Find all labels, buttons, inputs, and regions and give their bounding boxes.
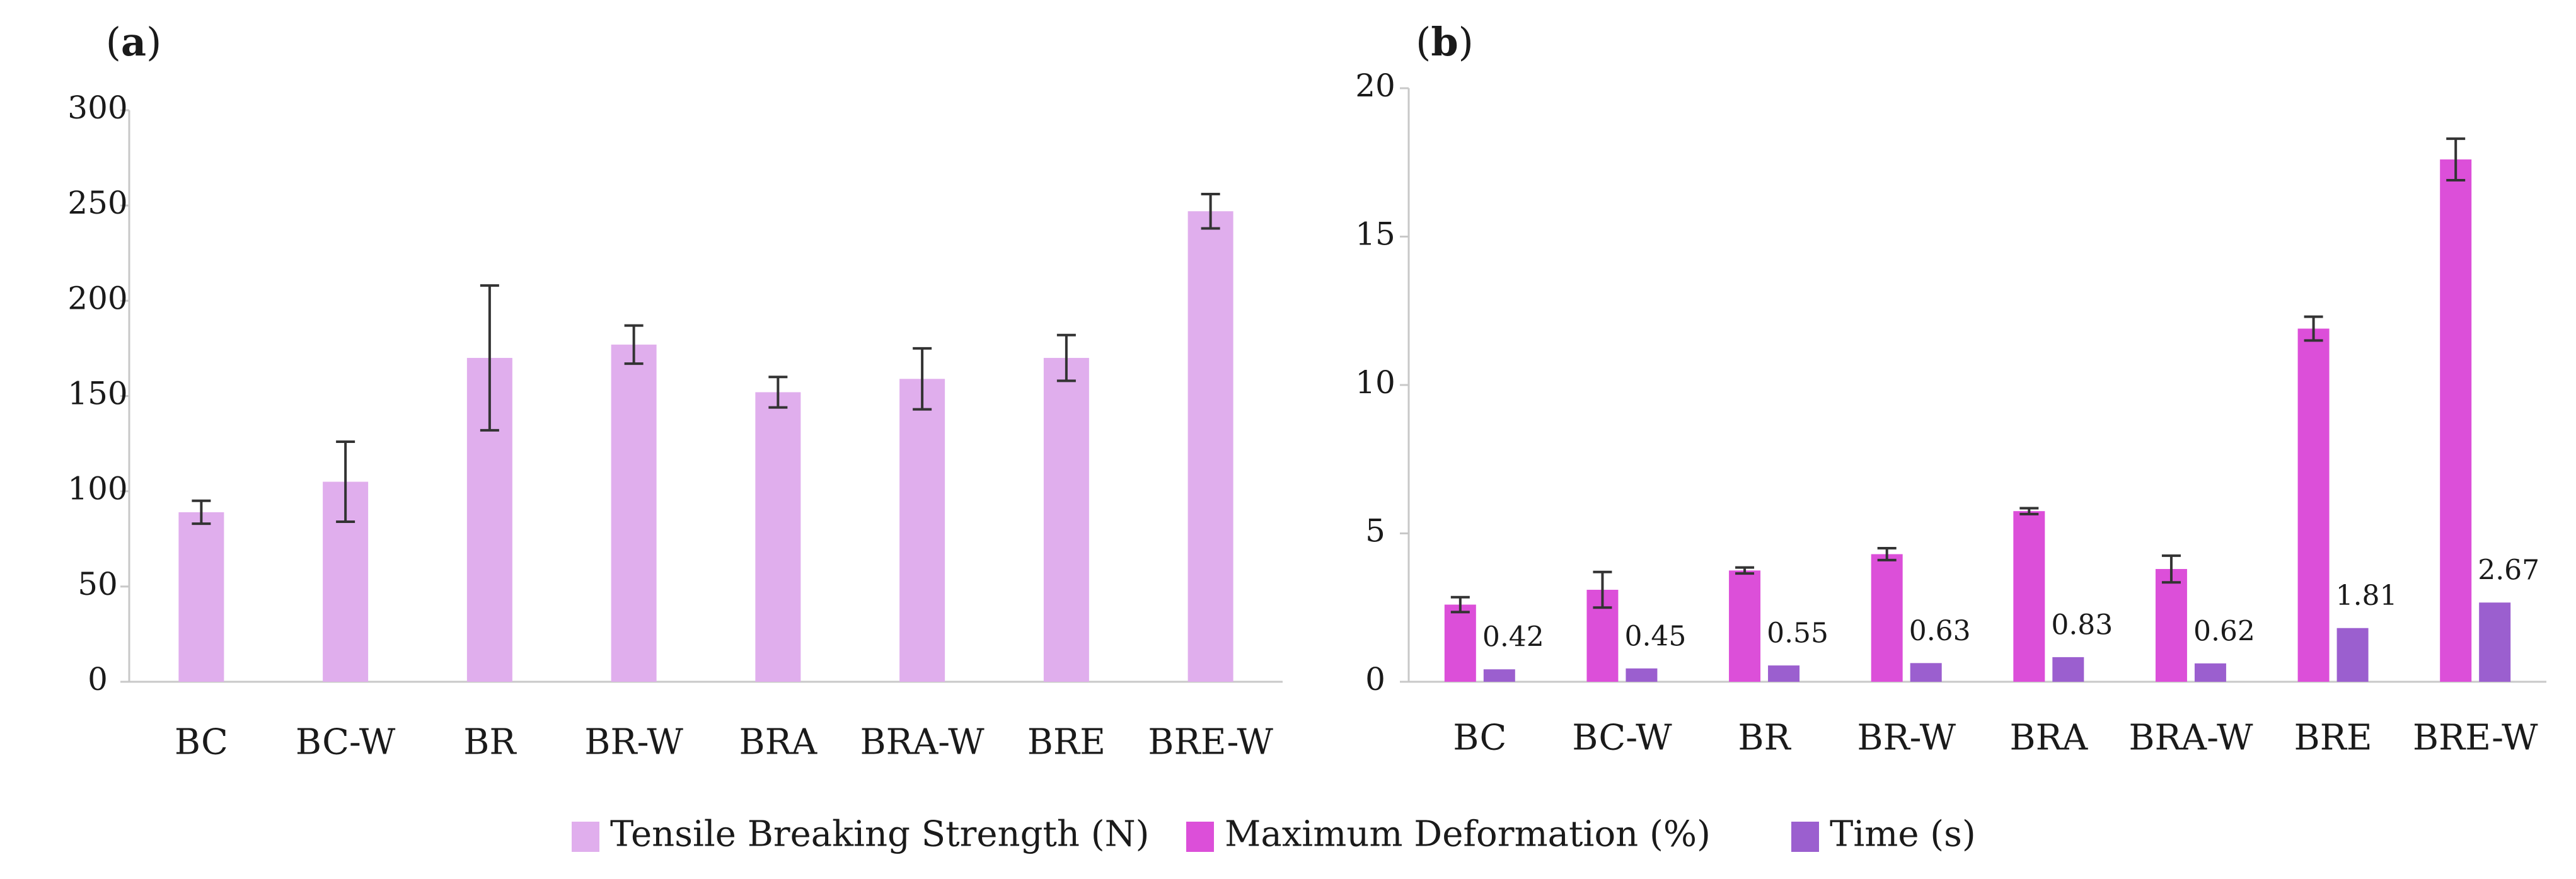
bar <box>1768 665 1800 682</box>
legend-swatch <box>572 822 599 852</box>
y-tick-label: 50 <box>78 566 118 602</box>
x-tick-label: BC-W <box>1572 718 1672 759</box>
bar <box>2155 569 2187 682</box>
panel-b-deformation-time-chart: (b) 0 5 10 15 20 0.42 0.45 0.55 0.63 0.83 0.62 1.81 2… <box>1355 19 2546 759</box>
bar <box>2052 657 2084 682</box>
x-tick-label: BC-W <box>296 722 396 763</box>
bar <box>1043 358 1089 682</box>
y-tick-label: 200 <box>67 280 127 316</box>
data-label: 0.55 <box>1767 618 1828 650</box>
bar <box>2479 602 2511 682</box>
y-tick-label: 300 <box>67 89 127 126</box>
y-tick-label: 10 <box>1355 364 1395 401</box>
x-tick-label: BRA <box>739 722 817 763</box>
x-tick-label: BRE <box>1027 722 1106 763</box>
panel-label: (a) <box>106 19 162 65</box>
x-tick-label: BRA-W <box>2128 718 2253 759</box>
x-tick-label: BR-W <box>584 722 683 763</box>
data-label: 0.83 <box>2051 609 2113 641</box>
legend-swatch <box>1791 822 1819 852</box>
legend: Tensile Breaking Strength (N) Maximum Def… <box>572 814 1976 855</box>
bar <box>2440 159 2472 682</box>
x-tick-label: BR-W <box>1857 718 1956 759</box>
x-tick-label: BRE-W <box>2413 718 2538 759</box>
bar <box>178 512 224 682</box>
y-tick-label: 20 <box>1355 67 1395 104</box>
bar <box>1626 668 1658 682</box>
x-tick-label: BR <box>463 722 517 763</box>
y-tick-label: 0 <box>88 661 108 698</box>
bar <box>611 344 657 682</box>
x-tick-label: BC <box>1453 718 1506 759</box>
y-tick-label: 250 <box>67 185 127 221</box>
legend-label: Tensile Breaking Strength (N) <box>610 814 1149 855</box>
bar <box>1910 663 1942 682</box>
y-tick-label: 100 <box>67 471 127 507</box>
data-label: 0.45 <box>1624 620 1686 652</box>
x-tick-label: BRA-W <box>860 722 985 763</box>
y-tick-label: 5 <box>1365 513 1385 549</box>
bar <box>1187 211 1233 682</box>
x-tick-label: BC <box>175 722 228 763</box>
x-tick-label: BRE <box>2294 718 2372 759</box>
bar <box>2194 663 2226 682</box>
panel-a-tensile-strength-chart: (a) 0 50 100 150 200 250 300 BC BC-W BR BR-W BRA BRA-… <box>67 19 1283 763</box>
data-label: 2.67 <box>2478 554 2539 587</box>
panel-label-open-paren: ( <box>1416 19 1431 65</box>
bar <box>2297 328 2330 682</box>
panel-label: (b) <box>1416 19 1474 65</box>
x-tick-label: BRA <box>2009 718 2088 759</box>
legend-swatch <box>1186 822 1214 852</box>
x-tick-label: BRE-W <box>1148 722 1273 763</box>
data-label: 0.42 <box>1482 621 1544 653</box>
data-label: 1.81 <box>2336 580 2398 612</box>
bar <box>1871 554 1903 682</box>
y-tick-label: 150 <box>67 376 127 412</box>
panel-label-close-paren: ) <box>1458 19 1474 65</box>
panel-label-letter: b <box>1431 19 1458 65</box>
panel-label-close-paren: ) <box>146 19 161 65</box>
y-tick-label: 15 <box>1355 216 1395 253</box>
x-tick-label: BR <box>1738 718 1791 759</box>
bar <box>1729 570 1761 682</box>
bar <box>2013 511 2045 682</box>
legend-label: Maximum Deformation (%) <box>1225 814 1711 855</box>
panel-label-letter: a <box>121 19 146 65</box>
panel-label-open-paren: ( <box>106 19 121 65</box>
y-tick-label: 0 <box>1365 661 1385 698</box>
data-label: 0.63 <box>1909 615 1971 647</box>
bar <box>1483 669 1515 682</box>
legend-label: Time (s) <box>1830 814 1976 855</box>
data-label: 0.62 <box>2193 615 2255 647</box>
bar <box>1444 604 1476 682</box>
bar <box>899 379 945 682</box>
bar <box>755 392 801 682</box>
bar <box>2336 628 2369 682</box>
